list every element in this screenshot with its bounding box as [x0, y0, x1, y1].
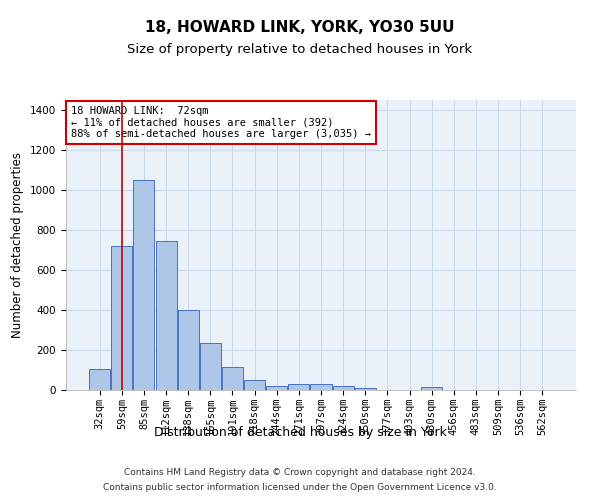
- Bar: [112, 246, 133, 390]
- Bar: [355, 388, 376, 390]
- Text: Size of property relative to detached houses in York: Size of property relative to detached ho…: [127, 42, 473, 56]
- Bar: [133, 180, 154, 390]
- Bar: [222, 368, 243, 390]
- Bar: [289, 384, 310, 390]
- Text: 18, HOWARD LINK, YORK, YO30 5UU: 18, HOWARD LINK, YORK, YO30 5UU: [145, 20, 455, 35]
- Text: Distribution of detached houses by size in York: Distribution of detached houses by size …: [154, 426, 446, 439]
- Bar: [155, 241, 176, 390]
- Text: Contains public sector information licensed under the Open Government Licence v3: Contains public sector information licen…: [103, 483, 497, 492]
- Bar: [178, 310, 199, 390]
- Bar: [266, 386, 287, 390]
- Bar: [244, 380, 265, 390]
- Text: Contains HM Land Registry data © Crown copyright and database right 2024.: Contains HM Land Registry data © Crown c…: [124, 468, 476, 477]
- Bar: [310, 384, 332, 390]
- Bar: [332, 386, 353, 390]
- Text: 18 HOWARD LINK:  72sqm
← 11% of detached houses are smaller (392)
88% of semi-de: 18 HOWARD LINK: 72sqm ← 11% of detached …: [71, 106, 371, 139]
- Bar: [89, 368, 110, 390]
- Bar: [200, 342, 221, 390]
- Bar: [421, 387, 442, 390]
- Y-axis label: Number of detached properties: Number of detached properties: [11, 152, 25, 338]
